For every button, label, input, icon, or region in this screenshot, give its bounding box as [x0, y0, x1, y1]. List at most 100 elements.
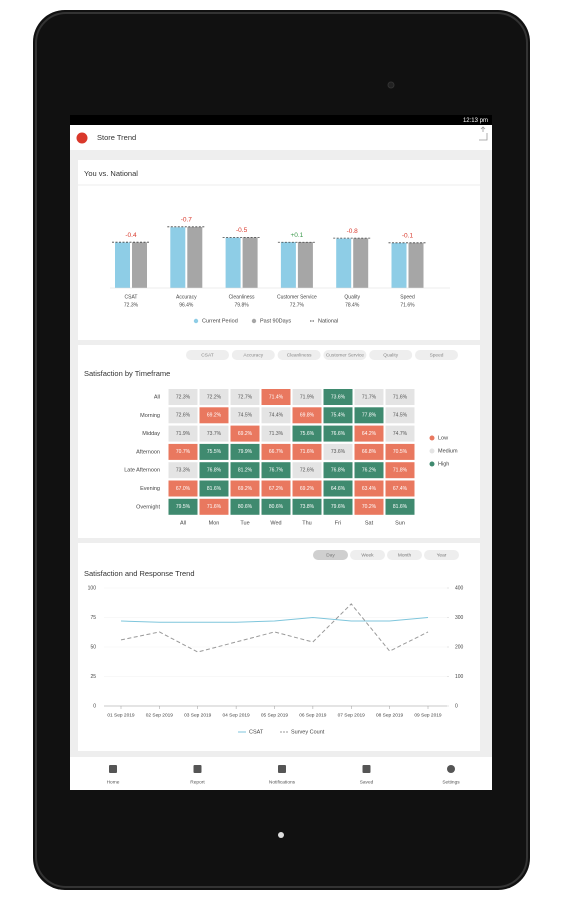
heat-cell	[199, 389, 229, 405]
tab-label[interactable]: Speed	[430, 352, 444, 358]
x-tick-label: 07 Sep 2019	[338, 712, 366, 718]
tab[interactable]	[231, 350, 275, 360]
cell-label: 76.8%	[207, 468, 222, 474]
tab[interactable]	[313, 550, 348, 560]
nav-icon[interactable]	[193, 765, 202, 773]
cell-label: 72.6%	[176, 413, 191, 419]
cell-label: 67.4%	[393, 486, 408, 492]
heat-cell	[354, 389, 384, 405]
heat-cell	[261, 407, 291, 424]
tab[interactable]	[350, 550, 385, 560]
app-title: Store Trend	[97, 133, 136, 142]
tab-label[interactable]: Year	[437, 552, 447, 558]
cell-label: 67.0%	[176, 486, 191, 492]
heat-cell	[323, 389, 353, 405]
tab-label[interactable]: Month	[398, 552, 412, 558]
tab-label[interactable]: CSAT	[201, 352, 214, 358]
tab[interactable]	[186, 350, 229, 360]
heat-cell	[323, 443, 353, 460]
legend-label: Survey Count	[291, 729, 325, 735]
tablet-bezel	[35, 12, 528, 888]
tab[interactable]	[387, 550, 422, 560]
category-label: Cleanliness	[229, 294, 255, 300]
row-label: Overnight	[136, 504, 160, 510]
heat-cell	[292, 407, 322, 424]
card-title: You vs. National	[84, 169, 138, 178]
nav-label[interactable]: Home	[107, 779, 120, 785]
heat-cell	[168, 425, 198, 442]
delta-label: -0.1	[402, 233, 414, 240]
heat-cell	[354, 480, 384, 497]
tab[interactable]	[323, 350, 367, 360]
nav-label[interactable]: Settings	[442, 779, 460, 785]
x-tick-label: 06 Sep 2019	[299, 712, 327, 718]
delta-label: -0.4	[125, 232, 137, 239]
status-bar	[70, 115, 492, 125]
nav-icon[interactable]	[278, 765, 286, 773]
tab-label[interactable]: Week	[361, 552, 374, 558]
nav-icon[interactable]	[447, 765, 455, 773]
cell-label: 81.6%	[207, 486, 222, 492]
cell-label: 79.5%	[176, 504, 191, 510]
nav-label[interactable]: Saved	[360, 779, 374, 785]
tab-label[interactable]: Quality	[383, 352, 399, 358]
x-tick-label: 01 Sep 2019	[107, 712, 135, 718]
y-tick-label: 25	[90, 674, 96, 680]
legend-label: Low	[438, 435, 448, 441]
cell-label: 69.2%	[238, 431, 253, 437]
column-label: Fri	[335, 520, 341, 526]
heat-cell	[385, 498, 415, 515]
nav-icon[interactable]	[362, 765, 371, 773]
legend-swatch	[429, 435, 435, 441]
cell-label: 74.7%	[393, 431, 408, 437]
heat-cell	[385, 389, 415, 405]
legend-label: National	[318, 318, 338, 324]
cell-label: 71.9%	[176, 431, 191, 437]
nav-icon[interactable]	[109, 765, 117, 773]
nav-label[interactable]: Notifications	[269, 779, 296, 785]
tab-label[interactable]: Customer Service	[326, 352, 364, 358]
y2-tick-label: 100	[455, 674, 464, 680]
cell-label: 79.9%	[238, 449, 253, 455]
category-label: Customer Service	[277, 294, 317, 300]
tab-label[interactable]: Cleanliness	[287, 352, 312, 358]
tab-label[interactable]: Accuracy	[243, 352, 263, 358]
heat-cell	[292, 498, 322, 515]
cell-label: 70.2%	[362, 504, 377, 510]
cell-label: 71.8%	[393, 468, 408, 474]
heat-cell	[199, 462, 229, 479]
bar	[391, 242, 407, 288]
row-label: Late Afternoon	[124, 468, 160, 474]
cell-label: 71.9%	[300, 394, 315, 400]
heat-cell	[292, 462, 322, 479]
heat-cell	[199, 425, 229, 442]
bar	[336, 238, 352, 288]
tab[interactable]	[415, 350, 458, 360]
value-label: 71.6%	[400, 302, 415, 308]
legend-swatch	[193, 318, 199, 324]
delta-label: -0.5	[236, 227, 248, 234]
tab[interactable]	[277, 350, 321, 360]
heat-cell	[323, 462, 353, 479]
tab[interactable]	[424, 550, 459, 560]
home-sensor	[278, 832, 284, 838]
cell-label: 71.6%	[207, 504, 222, 510]
heat-cell	[230, 498, 260, 515]
tab-label[interactable]: Day	[326, 552, 335, 558]
value-label: 78.4%	[345, 302, 360, 308]
bar	[132, 242, 147, 288]
cell-label: 74.5%	[393, 413, 408, 419]
heat-cell	[199, 498, 229, 515]
x-tick-label: 05 Sep 2019	[261, 712, 289, 718]
heat-cell	[199, 480, 229, 497]
cell-label: 77.8%	[362, 413, 377, 419]
tab[interactable]	[369, 350, 413, 360]
cell-label: 73.6%	[331, 449, 346, 455]
share-button[interactable]	[479, 126, 488, 141]
nav-label[interactable]: Report	[190, 779, 205, 785]
heat-cell	[323, 407, 353, 424]
cell-label: 76.8%	[331, 468, 346, 474]
y2-tick-label: 400	[455, 585, 464, 591]
card-title: Satisfaction and Response Trend	[84, 569, 195, 578]
